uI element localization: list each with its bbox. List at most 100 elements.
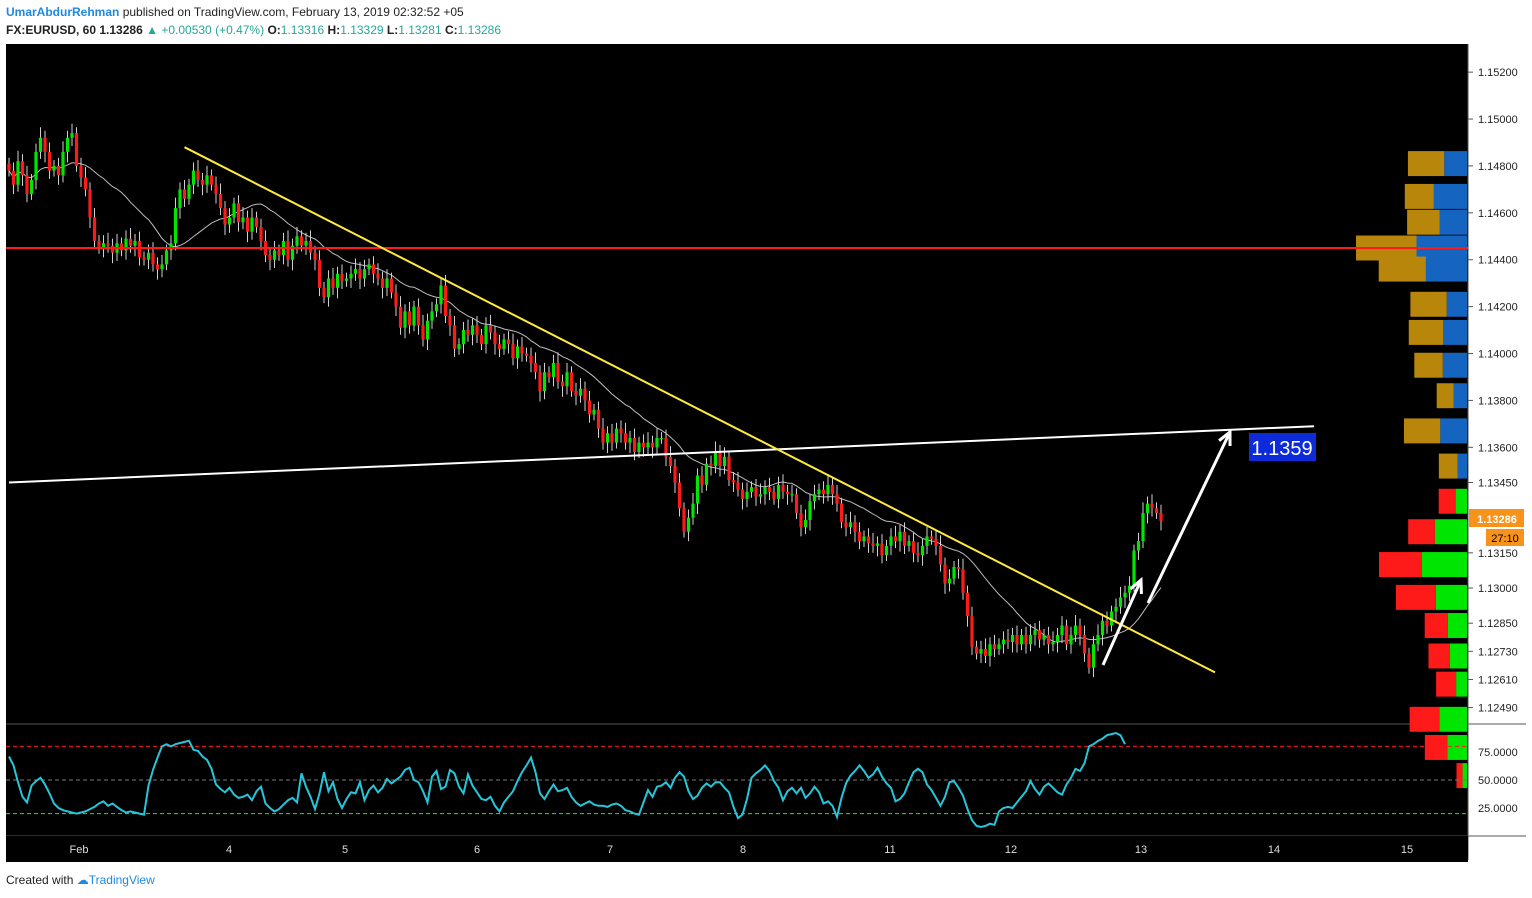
candle-up (628, 437, 632, 443)
candle-up (335, 273, 340, 288)
volume-profile-bar-left (1436, 671, 1457, 697)
candle-up (920, 545, 925, 556)
candle-up (1136, 541, 1141, 551)
target-price-box (1249, 433, 1316, 461)
footer: Created with ☁TradingView (6, 873, 155, 887)
candle-down (970, 616, 974, 647)
price-tick-label: 1.13000 (1478, 583, 1518, 595)
time-tick-label: 12 (1005, 844, 1017, 856)
rsi-tick-label: 50.0000 (1478, 775, 1518, 787)
candle-down (1046, 634, 1051, 645)
candle-down (664, 437, 668, 457)
candle-up (457, 344, 461, 349)
candle-down (574, 391, 578, 396)
candle-up (425, 320, 430, 340)
candle-down (880, 543, 884, 556)
candle-down (965, 592, 970, 617)
volume-profile-bar-left (1438, 453, 1458, 479)
candle-down (785, 491, 790, 495)
candle-up (776, 484, 781, 499)
candle-up (187, 184, 191, 199)
price-tick-label: 1.14200 (1478, 302, 1518, 314)
time-tick-label: 15 (1401, 844, 1413, 856)
publish-text: published on TradingView.com, February 1… (122, 5, 464, 19)
volume-profile-bar-right (1462, 763, 1467, 789)
volume-profile-bar-right (1453, 383, 1467, 409)
price-tick-label: 1.13450 (1478, 477, 1518, 489)
candle-up (344, 278, 349, 281)
price-tick-label: 1.15000 (1478, 114, 1518, 126)
candle-down (268, 255, 272, 260)
volume-profile-bar-right (1435, 584, 1467, 610)
candle-up (988, 644, 992, 656)
rsi-pane (6, 731, 1468, 829)
candle-down (142, 257, 146, 260)
candle-down (610, 433, 614, 443)
candle-down (835, 494, 839, 504)
author-name[interactable]: UmarAbdurRehman (6, 5, 120, 19)
candle-down (727, 456, 731, 481)
candle-down (772, 491, 776, 499)
candle-down (961, 569, 965, 593)
time-axis (6, 836, 1468, 862)
candle-down (416, 306, 421, 326)
candle-up (704, 463, 709, 485)
candle-up (70, 133, 74, 138)
candle-down (668, 456, 673, 467)
time-tick-label: 14 (1268, 844, 1280, 856)
candle-up (439, 285, 443, 305)
chart-area[interactable]: 1.15200 1.15000 1.14800 1.14600 1.14400 1.142… (0, 42, 1532, 862)
candle-up (16, 161, 20, 185)
arrow-up-long (1146, 431, 1232, 604)
candle-down (844, 522, 848, 528)
candle-down (11, 170, 16, 185)
candle-up (979, 648, 983, 654)
candle-up (925, 536, 929, 546)
candle-up (758, 494, 763, 497)
price-tick-label: 1.14800 (1478, 161, 1518, 173)
candle-down (673, 466, 677, 483)
candle-up (695, 475, 700, 504)
candle-up (1145, 503, 1150, 513)
candle-down (83, 177, 88, 190)
change-arrow-icon: ▲ (146, 23, 158, 37)
price-tick-label: 1.14600 (1478, 208, 1518, 220)
candle-up (952, 566, 956, 579)
candle-up (997, 644, 1001, 649)
candle-up (326, 278, 331, 298)
candle-down (754, 487, 758, 497)
price-tick-label: 1.13150 (1478, 548, 1518, 560)
candle-down (1082, 634, 1087, 654)
candle-down (1087, 653, 1091, 668)
candle-down (493, 332, 497, 345)
candle-down (709, 463, 713, 467)
candle-down (983, 648, 988, 656)
candle-down (119, 243, 124, 251)
price-tick-label: 1.12490 (1478, 703, 1518, 715)
candle-down (619, 428, 623, 434)
candle-up (637, 442, 641, 452)
candle-down (650, 442, 655, 448)
candle-down (799, 512, 803, 528)
candle-up (1019, 634, 1024, 645)
candle-down (137, 240, 142, 258)
candle-down (1006, 639, 1010, 642)
tradingview-brand[interactable]: TradingView (88, 873, 155, 887)
volume-profile-bar-left (1408, 319, 1444, 345)
candle-down (452, 325, 457, 349)
candle-down (560, 381, 565, 387)
candle-up (808, 501, 812, 520)
candle-up (1042, 634, 1046, 640)
candle-up (875, 543, 880, 546)
candle-down (155, 264, 160, 270)
candle-down (601, 428, 605, 443)
candle-down (934, 538, 938, 546)
candle-down (313, 252, 317, 260)
candle-up (241, 217, 245, 223)
created-with-text: Created with (6, 873, 74, 887)
price-change: +0.00530 (+0.47%) (161, 23, 265, 37)
candle-up (38, 137, 43, 152)
candle-down (1064, 625, 1069, 645)
candle-down (25, 175, 29, 195)
candle-down (88, 189, 92, 218)
